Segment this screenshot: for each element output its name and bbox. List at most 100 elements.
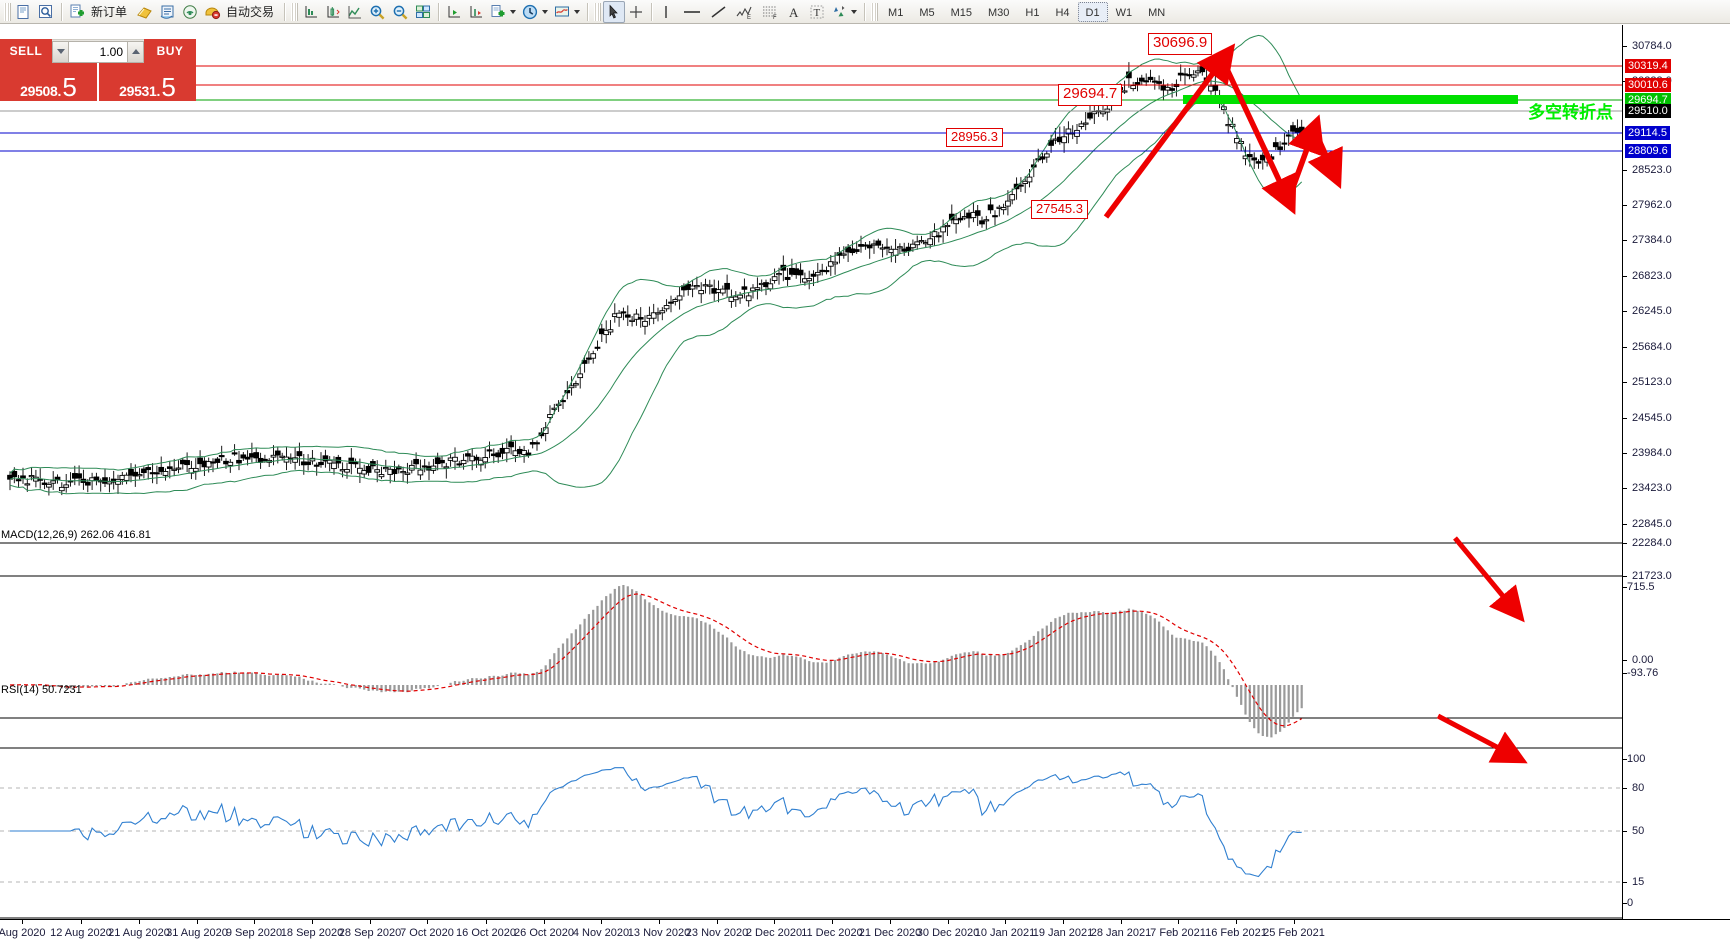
sell-price-display[interactable]: 29508 . 5 xyxy=(0,63,99,101)
chevron-down-icon[interactable] xyxy=(542,9,549,14)
timeframe-d1[interactable]: D1 xyxy=(1077,1,1108,22)
autotrading-button[interactable]: 自动交易 xyxy=(201,1,280,23)
timeframe-m1[interactable]: M1 xyxy=(888,6,904,19)
chart-end-icon[interactable] xyxy=(465,1,487,23)
macd-signal-line xyxy=(9,593,1303,727)
swing-low-annotation[interactable]: 27545.3 xyxy=(1031,200,1088,220)
buy-price-display[interactable]: 29531 . 5 xyxy=(99,63,196,101)
swing-high-annotation[interactable]: 30696.9 xyxy=(1148,33,1213,55)
one-click-trading-panel[interactable]: SELL 1.00 BUY 29508 . 5 29531 . 5 xyxy=(0,39,196,101)
volume-input[interactable]: 1.00 xyxy=(69,40,127,63)
templates-icon[interactable] xyxy=(551,1,583,23)
sell-price-integer: 29508 xyxy=(20,83,58,99)
buy-button[interactable]: BUY xyxy=(144,39,196,63)
date-label: 16 Feb 2021 xyxy=(1205,927,1267,939)
toolbar-grip[interactable] xyxy=(291,2,299,21)
chevron-down-icon[interactable] xyxy=(510,9,517,14)
zoom-out-icon[interactable] xyxy=(389,1,412,23)
timeframe-m15[interactable]: M15 xyxy=(950,6,972,19)
new-order-button[interactable]: 新订单 xyxy=(66,1,133,23)
toolbar-separator xyxy=(61,2,62,21)
green-resistance-bar[interactable] xyxy=(1183,95,1518,104)
timeframe-w1[interactable]: W1 xyxy=(1115,6,1133,19)
periodicity-icon[interactable] xyxy=(519,1,551,23)
date-label: 26 Oct 2020 xyxy=(514,927,574,939)
date-tick xyxy=(948,920,949,924)
timeframe-m5[interactable]: M5 xyxy=(919,6,935,19)
date-tick xyxy=(139,920,140,924)
date-label: 28 Jan 2021 xyxy=(1090,927,1152,939)
toolbar-grip[interactable] xyxy=(4,2,11,21)
turning-point-annotation[interactable]: 多空转折点 xyxy=(1528,103,1613,123)
date-label: 28 Sep 2020 xyxy=(338,927,402,939)
line-chart-icon[interactable] xyxy=(344,1,366,23)
price-badge-support-2[interactable]: 28809.6 xyxy=(1625,144,1671,158)
objects-icon[interactable] xyxy=(828,1,860,23)
chart-scroll-right-icon[interactable] xyxy=(443,1,465,23)
price-badge-resistance-2[interactable]: 30010.6 xyxy=(1625,78,1671,92)
rsi-drawn-arrow[interactable] xyxy=(1436,713,1528,764)
axis-tick: 22284.0 xyxy=(1623,537,1672,549)
date-label: 12 Aug 2020 xyxy=(50,927,112,939)
toolbar-grip[interactable] xyxy=(594,2,602,21)
timeframe-m30[interactable]: M30 xyxy=(988,6,1010,19)
macd-drawn-arrow[interactable] xyxy=(1453,536,1525,623)
sell-button[interactable]: SELL xyxy=(0,39,52,63)
fibonacci-icon[interactable]: F xyxy=(758,1,784,23)
text-object-icon[interactable]: T xyxy=(806,1,828,23)
date-tick xyxy=(197,920,198,924)
chevron-down-icon[interactable] xyxy=(574,9,581,14)
timeframe-h4[interactable]: H4 xyxy=(1055,6,1070,19)
support-annotation[interactable]: 28956.3 xyxy=(946,128,1003,148)
price-badge-support-1[interactable]: 29114.5 xyxy=(1625,126,1670,140)
add-indicator-icon[interactable] xyxy=(487,1,519,23)
date-tick xyxy=(890,920,891,924)
volume-increment-button[interactable] xyxy=(127,40,144,63)
volume-decrement-button[interactable] xyxy=(52,40,69,63)
price-chart-canvas[interactable] xyxy=(0,25,1622,919)
toolbar-grip[interactable] xyxy=(871,2,879,21)
price-badge-current[interactable]: 29510.0 xyxy=(1625,104,1671,118)
date-axis[interactable]: Aug 2020 12 Aug 2020 21 Aug 2020 31 Aug 202… xyxy=(0,919,1730,944)
vertical-line-icon[interactable] xyxy=(656,1,678,23)
horizontal-line-icon[interactable] xyxy=(678,1,706,23)
toolbar-separator xyxy=(438,2,440,21)
elliott-wave-icon[interactable]: E xyxy=(732,1,758,23)
bollinger-middle-line xyxy=(9,80,1302,483)
sell-price-fraction: 5 xyxy=(62,71,77,102)
date-tick xyxy=(544,920,545,924)
crosshair-icon[interactable] xyxy=(625,1,647,23)
axis-tick: 30784.0 xyxy=(1623,40,1672,52)
drawn-trend-arrows[interactable] xyxy=(1103,43,1343,219)
data-window-icon[interactable] xyxy=(157,1,179,23)
expert-advisors-icon[interactable] xyxy=(133,1,157,23)
signals-icon[interactable] xyxy=(179,1,201,23)
date-label: 21 Aug 2020 xyxy=(108,927,170,939)
tile-windows-icon[interactable] xyxy=(412,1,434,23)
price-axis[interactable]: 30784.0 30223.0 28523.0 27962.0 27384.0 … xyxy=(1622,25,1730,919)
new-chart-icon[interactable] xyxy=(13,1,35,23)
rsi-axis-tick: 100 xyxy=(1623,753,1645,765)
date-label: 31 Aug 2020 xyxy=(166,927,228,939)
cursor-icon[interactable] xyxy=(603,0,626,23)
text-label-icon[interactable]: A xyxy=(784,1,806,23)
toolbar-separator xyxy=(284,2,286,21)
macd-axis-tick: 0.00 xyxy=(1623,654,1653,666)
chart-auto-scroll-icon[interactable] xyxy=(322,1,344,23)
date-tick xyxy=(486,920,487,924)
chevron-down-icon[interactable] xyxy=(851,9,858,14)
sell-price-separator: . xyxy=(57,83,62,99)
trend-line-icon[interactable] xyxy=(706,1,732,23)
date-tick xyxy=(1121,920,1122,924)
find-symbol-icon[interactable] xyxy=(35,1,57,23)
chart-shift-icon[interactable] xyxy=(300,1,322,23)
timeframe-h1[interactable]: H1 xyxy=(1025,6,1040,19)
svg-text:E: E xyxy=(747,15,751,20)
zoom-in-icon[interactable] xyxy=(366,1,389,23)
timeframe-mn[interactable]: MN xyxy=(1148,6,1166,19)
price-badge-resistance-1[interactable]: 30319.4 xyxy=(1625,59,1671,73)
date-tick xyxy=(601,920,602,924)
resistance-annotation[interactable]: 29694.7 xyxy=(1058,84,1123,106)
date-tick xyxy=(312,920,313,924)
price-badge-level[interactable]: 29694.7 xyxy=(1625,93,1671,107)
